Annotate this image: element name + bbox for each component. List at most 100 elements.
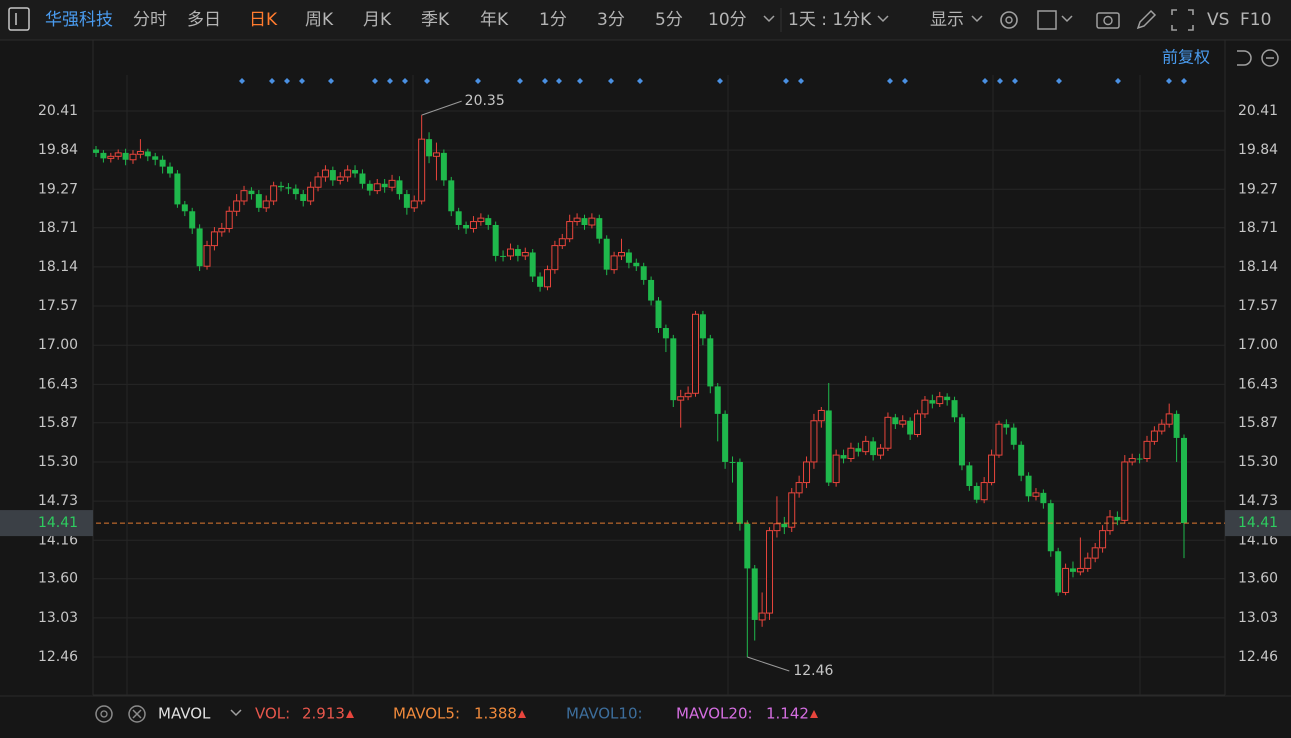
candle-body [455, 211, 462, 226]
candle-body [766, 530, 774, 614]
candle-body [381, 183, 388, 188]
candle-body [810, 420, 818, 463]
candle-body [788, 492, 796, 528]
candle-body [655, 300, 662, 329]
event-marker [556, 78, 562, 84]
candle-body [596, 218, 603, 239]
indicator-settings[interactable] [95, 705, 113, 723]
dropdown-arrow[interactable] [877, 15, 889, 23]
tab-active[interactable]: 日K [249, 10, 278, 30]
candle-body [1091, 547, 1099, 559]
y-tick-label-right: 14.16 [1238, 532, 1278, 548]
y-tick-label-left: 14.16 [38, 532, 78, 548]
candle-body [773, 523, 781, 532]
vs-button[interactable]: VS [1207, 10, 1229, 30]
candle-body [321, 169, 329, 178]
candle-body [189, 211, 196, 229]
indicator-close[interactable] [128, 705, 146, 723]
candle-body [677, 396, 685, 401]
candle-body [1114, 516, 1121, 521]
display-menu[interactable]: 显示 [930, 10, 964, 30]
tab[interactable]: 10分 [708, 10, 747, 30]
undo-icon[interactable] [1237, 50, 1252, 66]
dropdown-arrow[interactable] [971, 15, 983, 23]
indicator-label: MAVOL10: [566, 705, 643, 723]
candle-body [914, 413, 922, 435]
tab[interactable]: 1分 [539, 10, 567, 30]
zoom-out-icon[interactable] [1261, 49, 1279, 67]
event-marker [517, 78, 523, 84]
candle-body [114, 152, 122, 157]
candle-body [707, 338, 714, 387]
candle-body [1121, 461, 1129, 521]
candle-body [944, 396, 951, 401]
adjust-mode[interactable]: 前复权 [1162, 48, 1210, 67]
tab[interactable]: 年K [480, 10, 509, 30]
candle-body [262, 200, 270, 209]
candle-body [1084, 557, 1092, 569]
f10-button[interactable]: F10 [1240, 10, 1271, 30]
candle-body [817, 409, 825, 422]
dropdown-arrow[interactable] [230, 709, 242, 717]
dropdown-arrow[interactable] [763, 15, 775, 23]
candle-body [929, 400, 936, 404]
tab[interactable]: 周K [305, 10, 334, 30]
candle-body [551, 245, 559, 271]
event-marker [402, 78, 408, 84]
candle-body [469, 221, 477, 229]
candle-body [662, 328, 669, 339]
candle-body [240, 190, 248, 202]
y-tick-label-right: 19.84 [1238, 142, 1278, 158]
panel-toggle[interactable] [8, 7, 30, 31]
tab[interactable]: 5分 [655, 10, 683, 30]
y-tick-label-right: 14.73 [1238, 493, 1278, 509]
draw-icon[interactable] [1037, 10, 1057, 30]
fullscreen-icon[interactable] [1171, 9, 1194, 31]
indicator-settings-core [100, 710, 108, 718]
y-tick-label-right: 15.30 [1238, 454, 1278, 470]
tab[interactable]: 季K [421, 10, 450, 30]
candle-body [1099, 530, 1107, 549]
up-arrow [810, 710, 818, 718]
candle-body [803, 461, 811, 484]
y-tick-label-left: 12.46 [38, 649, 78, 665]
candle-body [278, 185, 285, 188]
candle-body [248, 190, 255, 195]
stock-name[interactable]: 华强科技 [45, 10, 113, 30]
indicator-value: 1.142 [766, 705, 809, 723]
candle-body [426, 139, 433, 157]
candle-body [485, 218, 492, 226]
candle-body [514, 249, 521, 256]
event-marker [1166, 78, 1172, 84]
y-tick-label-right: 18.14 [1238, 259, 1278, 275]
y-tick-label-left: 15.87 [38, 415, 78, 431]
candle-body [181, 204, 188, 212]
candle-body [899, 420, 907, 425]
tab[interactable]: 3分 [597, 10, 625, 30]
candle-body [152, 156, 159, 160]
candle-body [980, 482, 988, 501]
settings-icon[interactable] [1000, 11, 1018, 29]
candle-body [877, 447, 885, 456]
grid: 20.41 20.41 19.84 19.84 19.27 19.27 18.71 18.71… [38, 103, 1278, 665]
candle-body [285, 187, 292, 189]
tab[interactable]: 分时 [133, 10, 167, 30]
candle-body [921, 399, 929, 415]
candle-body [373, 183, 381, 192]
candle-body [781, 523, 788, 528]
tab[interactable]: 多日 [187, 10, 221, 30]
period-select[interactable]: 1天 : 1分K [788, 10, 872, 30]
dropdown-arrow[interactable] [1061, 15, 1073, 23]
camera-icon[interactable] [1096, 12, 1120, 29]
candle-body [270, 185, 278, 202]
event-marker [717, 78, 723, 84]
candle-body [862, 440, 870, 453]
candle-body [1165, 413, 1173, 425]
candle-body [1136, 458, 1143, 460]
last-price-label: 14.41 [1238, 515, 1278, 531]
candle-body [233, 200, 241, 212]
pen-icon[interactable] [1136, 9, 1157, 30]
indicator-name[interactable]: MAVOL [158, 705, 211, 723]
up-arrow [518, 710, 526, 718]
tab[interactable]: 月K [363, 10, 392, 30]
